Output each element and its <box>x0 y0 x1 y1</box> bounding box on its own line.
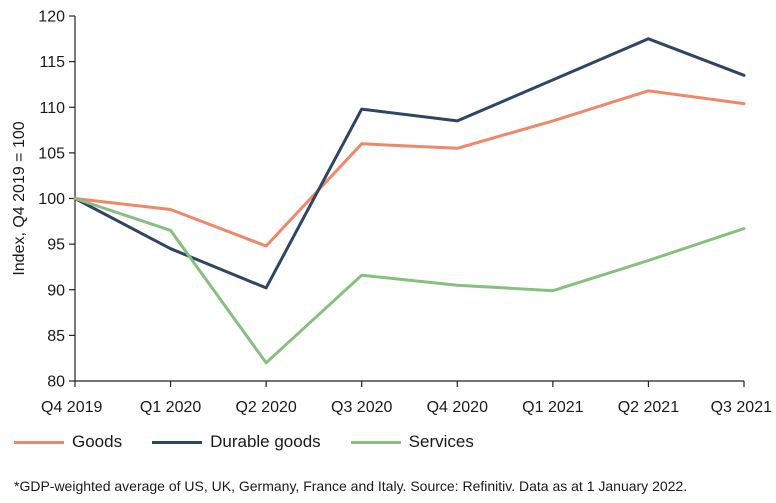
x-tick-label: Q2 2020 <box>235 399 296 416</box>
y-axis: 80 85 90 95 100 105 110 115 120 <box>38 9 76 391</box>
legend-swatch-services <box>350 440 401 444</box>
legend-label-durable-goods: Durable goods <box>210 432 321 451</box>
legend: Goods Durable goods Services <box>14 432 504 452</box>
series-lines <box>73 37 746 365</box>
series-line-services <box>73 197 746 365</box>
y-tick-label: 90 <box>47 282 65 299</box>
y-tick-label: 95 <box>47 237 65 254</box>
legend-item-durable-goods: Durable goods <box>152 432 321 452</box>
y-tick-label: 120 <box>38 9 65 26</box>
y-tick-label: 80 <box>47 374 65 391</box>
x-tick-label: Q1 2021 <box>522 399 583 416</box>
x-tick-label: Q1 2020 <box>140 399 201 416</box>
legend-swatch-durable-goods <box>152 440 203 444</box>
y-tick-label: 110 <box>39 100 65 117</box>
series-line-durable-goods <box>73 37 746 290</box>
legend-label-goods: Goods <box>72 432 123 451</box>
legend-item-services: Services <box>350 432 474 452</box>
x-tick-label: Q2 2021 <box>618 399 679 416</box>
legend-label-services: Services <box>408 432 474 451</box>
y-tick-label: 115 <box>39 54 65 71</box>
series-line-goods <box>73 89 746 248</box>
y-tick-label: 105 <box>38 145 65 162</box>
footnote: *GDP-weighted average of US, UK, Germany… <box>14 478 688 494</box>
x-tick-label: Q3 2021 <box>711 399 772 416</box>
y-tick-label: 85 <box>47 328 65 345</box>
line-chart: 80 85 90 95 100 105 110 115 120 Q4 2019 Q1 2020 Q2… <box>11 9 772 417</box>
y-axis-title: Index, Q4 2019 = 100 <box>11 121 28 275</box>
legend-swatch-goods <box>14 440 64 444</box>
x-axis: Q4 2019 Q1 2020 Q2 2020 Q3 2020 Q4 2020 Q1 20… <box>41 380 772 416</box>
x-tick-label: Q4 2020 <box>427 399 488 416</box>
y-tick-label: 100 <box>38 191 65 208</box>
legend-item-goods: Goods <box>14 432 122 452</box>
x-tick-label: Q4 2019 <box>41 399 102 416</box>
x-tick-label: Q3 2020 <box>331 399 392 416</box>
